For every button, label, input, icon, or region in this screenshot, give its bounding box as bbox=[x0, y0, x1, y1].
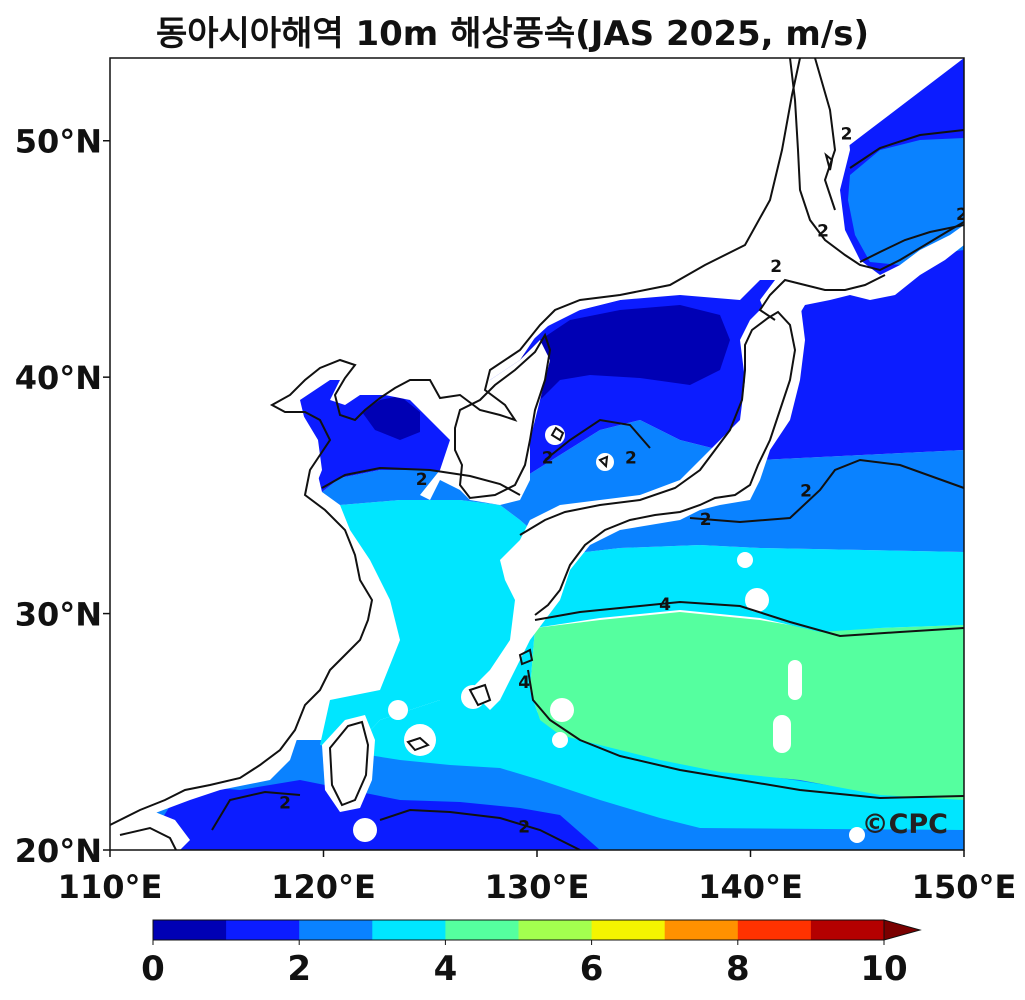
contour-2-south bbox=[379, 808, 581, 850]
contour-4-north bbox=[534, 600, 964, 638]
x-tick-label: 130°E bbox=[485, 868, 590, 906]
contour-2-east-sea bbox=[544, 418, 651, 461]
contour-2-south-china bbox=[211, 790, 301, 831]
land-mask-taiwan bbox=[322, 715, 375, 812]
contour-2-okhotsk-south bbox=[859, 224, 964, 263]
band-2-3-middle bbox=[322, 420, 964, 555]
contour-label: 2 bbox=[416, 470, 428, 490]
contour-label: 2 bbox=[700, 510, 712, 530]
coastline-china bbox=[110, 58, 801, 826]
contour-label: 4 bbox=[659, 595, 671, 615]
colorbar-swatch bbox=[810, 920, 885, 940]
band-0-1-east-sea bbox=[496, 305, 730, 408]
island-mask-5 bbox=[745, 588, 769, 612]
island-mask-11 bbox=[816, 58, 836, 78]
coastline-korea bbox=[454, 332, 552, 500]
colorbar-swatch bbox=[372, 920, 446, 940]
colorbar-tick-label: 10 bbox=[860, 949, 907, 989]
colorbar-swatch bbox=[518, 920, 593, 940]
colorbar-swatch bbox=[591, 920, 666, 940]
contour-label: 2 bbox=[279, 794, 291, 814]
colorbar-tick-label: 4 bbox=[434, 949, 458, 989]
colorbar: 0 2 4 6 8 10 bbox=[141, 919, 922, 989]
band-0-1-bohai bbox=[362, 396, 420, 440]
colorbar-swatch bbox=[299, 920, 373, 940]
coastline-japan bbox=[519, 310, 797, 616]
island-mask-2 bbox=[388, 700, 408, 720]
colorbar-swatch bbox=[226, 920, 300, 940]
colorbar-swatch bbox=[737, 920, 812, 940]
island-mask-4 bbox=[552, 732, 568, 748]
colorbar-tick-label: 8 bbox=[726, 949, 750, 989]
coastline-hokkaido-sakhalin bbox=[758, 58, 964, 321]
land-mask-japan bbox=[470, 285, 805, 710]
band-4-5-east bbox=[530, 612, 964, 800]
contour-2-okhotsk bbox=[849, 129, 964, 169]
colorbar-swatch bbox=[153, 920, 227, 940]
band-1-2-south bbox=[110, 780, 600, 850]
contour-label: 2 bbox=[518, 817, 530, 837]
contour-label: 2 bbox=[625, 449, 637, 469]
map-plot-area: 2 2 2 2 2 2 2 2 2 4 4 2 2 ©CPC bbox=[110, 58, 968, 850]
colorbar-swatch bbox=[664, 920, 739, 940]
coastline-hainan bbox=[119, 826, 177, 850]
colorbar-outline bbox=[152, 919, 885, 941]
band-2-3-okhotsk bbox=[848, 138, 964, 265]
speed-contours bbox=[211, 129, 964, 850]
island-mask-12 bbox=[353, 818, 377, 842]
contour-labels: 2 2 2 2 2 2 2 2 2 4 4 2 2 bbox=[279, 125, 968, 838]
contour-label: 2 bbox=[542, 449, 554, 469]
y-tick-label: 20°N bbox=[15, 832, 102, 870]
x-tick-label: 140°E bbox=[698, 868, 803, 906]
y-axis-ticks: 20°N 30°N 40°N 50°N bbox=[15, 123, 110, 870]
y-tick-label: 50°N bbox=[15, 123, 102, 161]
colorbar-tick-label: 0 bbox=[141, 949, 165, 989]
coastline-taiwan bbox=[328, 720, 370, 807]
island-mask-1 bbox=[404, 724, 436, 756]
y-tick-label: 30°N bbox=[15, 596, 102, 634]
contour-label: 4 bbox=[518, 673, 530, 693]
island-mask-10 bbox=[596, 453, 614, 471]
x-tick-label: 150°E bbox=[912, 868, 1017, 906]
coastlines bbox=[110, 58, 964, 850]
land-mask-sakhalin-hokkaido bbox=[760, 58, 964, 330]
colorbar-tick-label: 2 bbox=[287, 949, 311, 989]
contour-label: 2 bbox=[841, 125, 853, 145]
island-mask-7 bbox=[788, 660, 802, 700]
contour-4-south bbox=[527, 669, 964, 800]
island-mask-3 bbox=[550, 698, 574, 722]
island-mask-6 bbox=[737, 552, 753, 568]
colorbar-tick-label: 6 bbox=[580, 949, 604, 989]
contour-2-pacific bbox=[689, 458, 964, 524]
contour-2-yellow-sea bbox=[321, 466, 521, 496]
map-title: 동아시아해역 10m 해상풍속(JAS 2025, m/s) bbox=[155, 14, 870, 54]
contour-label: 2 bbox=[817, 222, 829, 242]
colorbar-extend-arrow bbox=[883, 919, 922, 941]
x-tick-label: 120°E bbox=[271, 868, 376, 906]
y-tick-label: 40°N bbox=[15, 359, 102, 397]
island-mask-13 bbox=[849, 827, 865, 843]
colorbar-swatch bbox=[445, 920, 519, 940]
coastline-islands bbox=[406, 152, 834, 752]
contour-label: 2 bbox=[956, 205, 968, 225]
x-axis-ticks: 110°E 120°E 130°E 140°E 150°E bbox=[58, 850, 1017, 906]
land-mask-korea bbox=[440, 340, 550, 505]
island-mask-8 bbox=[773, 715, 791, 753]
contour-label: 2 bbox=[770, 257, 782, 277]
contour-label: 2 bbox=[800, 482, 812, 502]
x-tick-label: 110°E bbox=[58, 868, 163, 906]
cpc-logo: ©CPC bbox=[862, 809, 948, 840]
